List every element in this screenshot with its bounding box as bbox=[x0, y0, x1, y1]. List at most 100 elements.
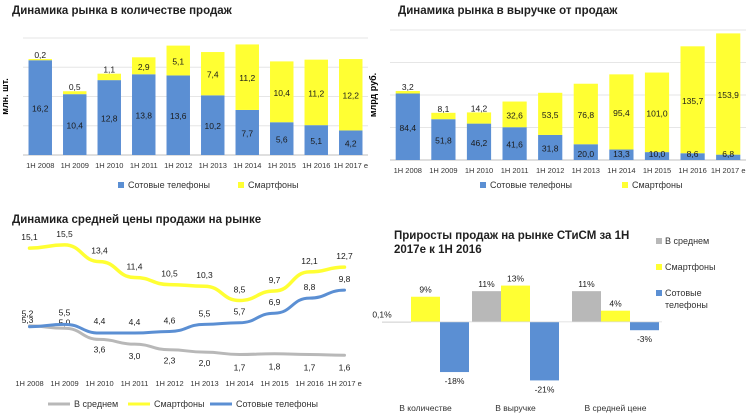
data-label-phones: 7,7 bbox=[241, 128, 253, 138]
data-label-smartphones: 11,2 bbox=[308, 88, 324, 98]
x-tick-label: 1H 2008 bbox=[26, 161, 54, 170]
data-label-phones: 13,6 bbox=[170, 111, 187, 121]
legend-label: Смартфоны bbox=[248, 180, 298, 190]
data-label: 4,6 bbox=[164, 315, 176, 325]
data-label: -21% bbox=[535, 384, 555, 394]
average-price-svg: 5,3 5,0 3,6 3,0 2,3 2,0 1,7 1,8 1,7 1,6 15,1 15,5 13… bbox=[15, 229, 361, 409]
legend-swatch bbox=[622, 182, 628, 188]
bar-phones bbox=[132, 74, 156, 155]
x-tick-label: 1H 2013 bbox=[572, 166, 600, 175]
x-tick-label: 1H 2013 bbox=[190, 379, 218, 388]
x-tick-label: 1H 2014 bbox=[233, 161, 261, 170]
revenue-sales-svg: млрд руб. 84,4 3,2 1H 2008 51,8 8,1 1H 2009 46,… bbox=[368, 29, 746, 190]
data-label-phones: 51,8 bbox=[435, 136, 452, 146]
bar-smartphones bbox=[132, 57, 156, 75]
data-label-phones: 31,8 bbox=[542, 143, 559, 153]
units-sales-svg: млн. шт. 16,2 0,2 1H 2008 10,4 0,5 1H 2009 12,8… bbox=[0, 37, 368, 190]
data-label-smartphones: 0,2 bbox=[34, 50, 46, 60]
x-tick-label: 1H 2016 bbox=[295, 379, 323, 388]
x-tick-label: 1H 2011 bbox=[121, 379, 149, 388]
legend-swatch bbox=[238, 182, 244, 188]
chart-revenue-sales: Динамика рынка в выручке от продаж млрд … bbox=[368, 0, 750, 200]
x-tick-label: 1H 2010 bbox=[95, 161, 123, 170]
data-label: 6,9 bbox=[269, 297, 281, 307]
data-label: 2,3 bbox=[164, 356, 176, 366]
data-label-phones: 10,2 bbox=[204, 121, 221, 131]
data-label: 2,0 bbox=[199, 358, 211, 368]
x-tick-label: 1H 2012 bbox=[164, 161, 192, 170]
data-label: 1,7 bbox=[234, 363, 246, 373]
data-label-phones: 13,8 bbox=[135, 111, 152, 121]
legend-label: Смартфоны bbox=[154, 399, 204, 409]
x-tick-label: 1H 2009 bbox=[429, 166, 457, 175]
data-label: 5,3 bbox=[22, 315, 34, 325]
legend-swatch bbox=[656, 290, 662, 296]
data-label-smartphones: 101,0 bbox=[646, 108, 668, 118]
y-axis-label: млрд руб. bbox=[368, 73, 378, 117]
data-label: 11,4 bbox=[127, 261, 143, 271]
bar-blue bbox=[530, 321, 559, 381]
bar-smartphones bbox=[680, 46, 705, 154]
data-label: 8,5 bbox=[234, 285, 246, 295]
chart-title: Динамика рынка в выручке от продаж bbox=[398, 5, 618, 17]
x-tick-label: 1H 2014 bbox=[225, 379, 253, 388]
bar-phones bbox=[431, 119, 456, 160]
bar-phones bbox=[201, 95, 225, 155]
bar-phones bbox=[270, 122, 294, 155]
legend-label: Сотовые телефоны bbox=[128, 180, 210, 190]
y-axis-label: млн. шт. bbox=[0, 78, 10, 114]
x-tick-label: 1H 2008 bbox=[394, 166, 422, 175]
legend-swatch bbox=[656, 238, 662, 244]
x-tick-label: 1H 2012 bbox=[536, 166, 564, 175]
data-label-phones: 10,4 bbox=[66, 121, 83, 131]
data-label: 3,6 bbox=[94, 344, 106, 354]
data-label: 15,5 bbox=[56, 229, 73, 239]
bar-smartphones bbox=[166, 45, 190, 76]
bar-smartphones bbox=[716, 33, 741, 155]
data-label-phones: 16,2 bbox=[32, 104, 49, 114]
data-label: 12,7 bbox=[336, 251, 353, 261]
data-label-smartphones: 0,5 bbox=[69, 82, 81, 92]
bar-phones bbox=[28, 60, 52, 156]
bar-smartphones bbox=[431, 112, 456, 120]
bar-phones bbox=[235, 109, 259, 155]
x-tick-label: В количестве bbox=[399, 403, 452, 413]
data-label: 1,8 bbox=[269, 362, 281, 372]
bar-smartphones bbox=[395, 90, 420, 94]
data-label: 12,1 bbox=[301, 256, 318, 266]
x-tick-label: 1H 2015 bbox=[643, 166, 671, 175]
legend-label: В среднем bbox=[665, 236, 709, 246]
bar-smartphones bbox=[609, 74, 634, 150]
data-label-smartphones: 2,9 bbox=[138, 62, 150, 72]
x-tick-label: 1H 2011 bbox=[130, 161, 158, 170]
x-tick-label: 1H 2014 bbox=[607, 166, 635, 175]
bar-phones bbox=[680, 153, 705, 160]
x-tick-label: 1H 2010 bbox=[85, 379, 113, 388]
data-label-smartphones: 135,7 bbox=[682, 96, 704, 106]
data-label-phones: 5,1 bbox=[310, 136, 322, 146]
data-label-phones: 20,0 bbox=[578, 149, 595, 159]
data-label-smartphones: 3,2 bbox=[402, 82, 414, 92]
x-tick-label: 1H 2009 bbox=[50, 379, 78, 388]
bar-phones bbox=[716, 154, 741, 160]
growth-svg: 0,1% 9% -18% В количестве 11% 13% -21% В выручк… bbox=[372, 236, 715, 413]
data-label-smartphones: 11,2 bbox=[239, 73, 255, 83]
chart-average-price: Динамика средней цены продажи на рынке 5… bbox=[0, 208, 372, 419]
bar-blue bbox=[630, 321, 659, 331]
x-tick-label: 1H 2015 bbox=[268, 161, 296, 170]
data-label: 15,1 bbox=[21, 232, 38, 242]
data-label: 4% bbox=[609, 299, 622, 309]
bar-phones bbox=[644, 152, 670, 160]
bar-phones bbox=[538, 134, 563, 160]
data-label: 13,4 bbox=[91, 246, 108, 256]
x-tick-label: 1H 2015 bbox=[260, 379, 288, 388]
legend-swatch bbox=[480, 182, 486, 188]
data-label-smartphones: 5,1 bbox=[172, 57, 184, 67]
bar-yellow bbox=[411, 296, 440, 322]
x-tick-label: 1H 2017 е bbox=[333, 161, 368, 170]
data-label-smartphones: 1,1 bbox=[103, 65, 115, 75]
data-label: 5,0 bbox=[59, 317, 71, 327]
legend-label: Сотовые телефоны bbox=[490, 180, 572, 190]
x-tick-label: 1H 2009 bbox=[61, 161, 89, 170]
data-label-phones: 12,8 bbox=[101, 114, 118, 124]
